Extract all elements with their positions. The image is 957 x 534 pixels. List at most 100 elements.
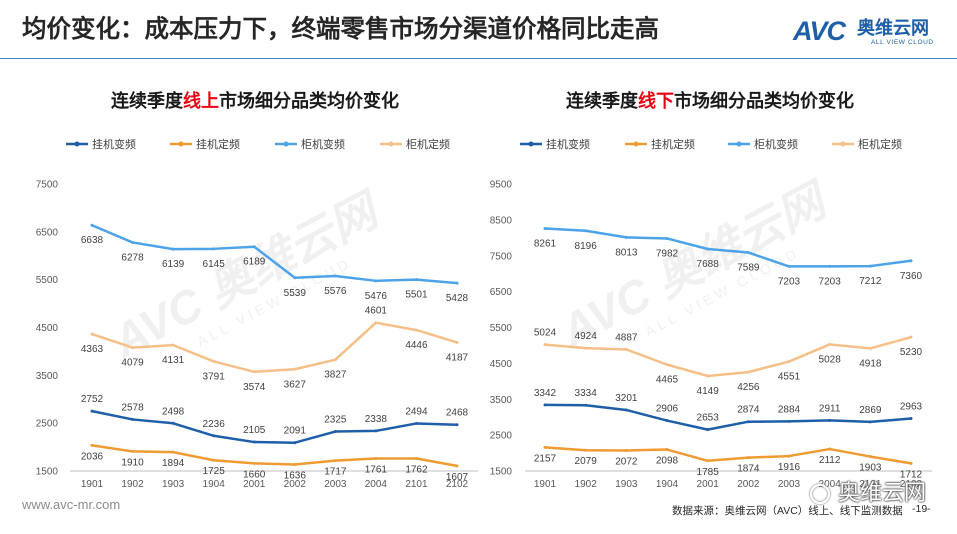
data-point (665, 236, 669, 240)
data-source-note: 数据来源：奥维云网（AVC）线上、线下监测数据 (672, 505, 903, 517)
data-point (787, 360, 791, 364)
data-label: 4131 (162, 355, 185, 366)
data-point (293, 276, 297, 280)
data-label: 1916 (778, 462, 801, 473)
chart-title-part: 线下 (638, 90, 674, 111)
wechat-icon (810, 484, 830, 504)
data-label: 1712 (900, 469, 923, 480)
data-point (706, 428, 710, 432)
logo-tagline: ALL VIEW CLOUD (871, 39, 934, 46)
series-line (543, 335, 913, 378)
data-point (212, 458, 216, 462)
x-tick-label: 2003 (324, 479, 347, 490)
series-line (90, 444, 459, 468)
legend-marker (178, 141, 184, 147)
y-tick-label: 5500 (490, 323, 513, 334)
data-label: 4149 (697, 386, 720, 397)
data-label: 8013 (615, 247, 638, 258)
series-line (543, 227, 913, 268)
data-point (828, 447, 832, 451)
series-line (90, 409, 459, 444)
y-tick-label: 3500 (490, 395, 513, 406)
legend-item: 柜机变频 (275, 137, 345, 151)
data-point (171, 450, 175, 454)
data-label: 5501 (405, 290, 428, 301)
data-point (171, 343, 175, 347)
page-number: -19- (912, 503, 931, 515)
data-point (543, 445, 547, 449)
data-label: 7688 (697, 259, 720, 270)
data-point (665, 448, 669, 452)
data-label: 1874 (737, 464, 760, 475)
data-label: 2325 (324, 415, 347, 426)
data-label: 2752 (81, 394, 104, 405)
data-label: 3627 (284, 379, 307, 390)
x-tick-label: 1901 (81, 479, 104, 490)
data-point (171, 247, 175, 251)
data-point (828, 418, 832, 422)
data-label: 7982 (656, 248, 679, 259)
series: 4363 4079 4131 3791 3574 3627 3827 4601 4446 4187 (81, 306, 469, 393)
legend-item: 挂机定频 (170, 137, 240, 151)
data-point (624, 448, 628, 452)
chart-title-part: 连续季度 (111, 90, 184, 111)
series: 3342 3334 3201 2906 2653 2874 2884 2911 2869 2963 (534, 388, 923, 432)
data-point (624, 235, 628, 239)
legend-item: 柜机定频 (380, 137, 450, 151)
data-point (333, 459, 337, 463)
data-label: 4256 (737, 382, 760, 393)
data-label: 7589 (737, 263, 760, 274)
data-label: 2578 (121, 402, 144, 413)
data-point (746, 420, 750, 424)
data-point (455, 423, 459, 427)
data-point (543, 226, 547, 230)
data-point (171, 421, 175, 425)
data-label: 2072 (615, 456, 638, 467)
data-point (584, 403, 588, 407)
data-point (131, 240, 135, 244)
data-label: 2468 (446, 408, 469, 419)
y-tick-label: 6500 (490, 287, 513, 298)
data-point (665, 363, 669, 367)
series-line (90, 321, 459, 374)
data-point (293, 367, 297, 371)
data-point (90, 332, 94, 336)
data-label: 2338 (365, 414, 388, 425)
x-tick-label: 2002 (284, 479, 307, 490)
series: 8261 8196 8013 7982 7688 7589 7203 7203 7212 7360 (534, 226, 923, 287)
y-tick-label: 7500 (490, 251, 513, 262)
legend-label: 挂机定频 (196, 137, 240, 151)
data-label: 3342 (534, 388, 557, 399)
y-tick-label: 4500 (36, 323, 59, 334)
data-point (131, 346, 135, 350)
data-point (624, 408, 628, 412)
data-label: 2105 (243, 425, 266, 436)
data-label: 1785 (697, 467, 720, 478)
data-label: 2869 (859, 405, 882, 416)
data-point (787, 264, 791, 268)
legend-label: 柜机变频 (301, 137, 345, 151)
data-label: 5028 (819, 354, 842, 365)
data-label: 5230 (900, 347, 923, 358)
data-point (90, 223, 94, 227)
series: 2157 2079 2072 2098 1785 1874 1916 2112 1903 1712 (534, 445, 923, 480)
legend-item: 挂机变频 (520, 137, 590, 151)
x-tick-label: 2002 (737, 479, 760, 490)
data-label: 7203 (778, 276, 801, 287)
data-label: 2112 (819, 455, 841, 466)
legend-marker (633, 141, 639, 147)
data-point (455, 340, 459, 344)
data-point (212, 247, 216, 251)
data-point (543, 403, 547, 407)
data-point (543, 343, 547, 347)
data-point (414, 278, 418, 282)
data-point (828, 264, 832, 268)
data-label: 1717 (324, 467, 347, 478)
data-point (584, 229, 588, 233)
x-tick-label: 2102 (446, 479, 469, 490)
x-tick-label: 2001 (697, 479, 720, 490)
data-label: 4924 (575, 331, 598, 342)
data-point (252, 245, 256, 249)
series: 2752 2578 2498 2236 2105 2091 2325 2338 2494 2468 (81, 394, 469, 445)
